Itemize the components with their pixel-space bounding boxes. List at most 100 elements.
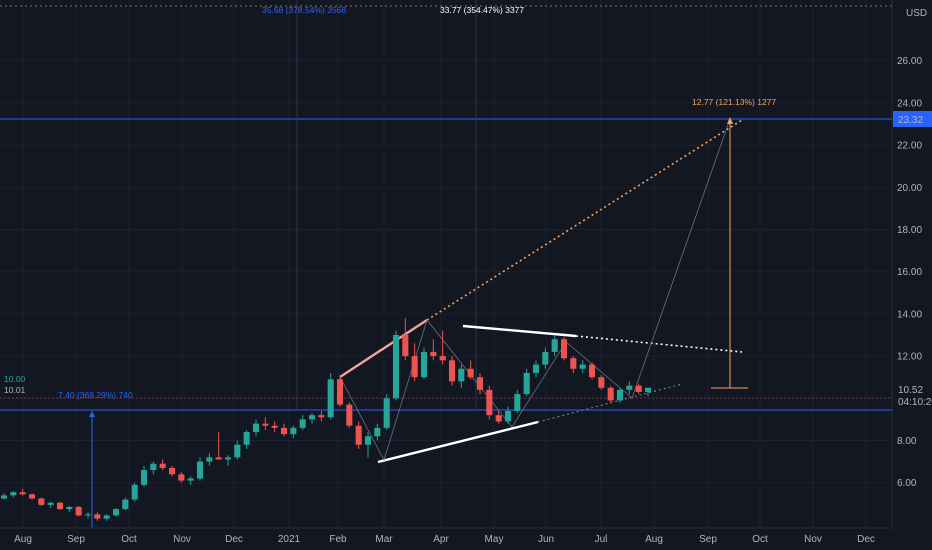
- candle-body: [308, 415, 316, 420]
- candle-body: [75, 506, 82, 516]
- upper-trendline-right[interactable]: [462, 324, 577, 338]
- candle-body: [467, 368, 474, 378]
- time-tick-label: Nov: [173, 534, 191, 545]
- price-tick-label: 22.00: [897, 141, 922, 152]
- candle-body: [336, 379, 344, 405]
- time-tick-label: Mar: [375, 534, 393, 545]
- candle-body: [215, 457, 222, 460]
- candle-body: [47, 502, 54, 505]
- time-tick-label: Feb: [329, 534, 347, 545]
- candle-body: [271, 425, 278, 428]
- candle-body: [252, 423, 260, 433]
- candle-body: [206, 457, 213, 462]
- candle-body: [570, 358, 577, 369]
- target-measure-arrow: [727, 117, 733, 124]
- candle-body: [318, 415, 325, 418]
- candle-body: [299, 419, 306, 428]
- candle-body: [346, 404, 353, 426]
- current-price-label: 10.52: [898, 385, 923, 396]
- price-tick-label: 14.00: [897, 309, 922, 320]
- candle-body: [598, 377, 605, 388]
- candle-body: [588, 364, 596, 378]
- candle-body: [94, 514, 101, 519]
- annotation-top-blue: 35.68 (378.54%) 3568: [262, 5, 346, 15]
- candle-body: [0, 495, 8, 499]
- candle-body: [19, 492, 26, 495]
- left-label-1: 10.00: [4, 374, 26, 384]
- candle-body: [523, 372, 530, 395]
- candle-body: [280, 427, 288, 435]
- candle-body: [420, 351, 428, 378]
- candle-body: [56, 502, 64, 510]
- candle-body: [290, 427, 297, 435]
- candle-body: [383, 398, 390, 428]
- pattern-drawings[interactable]: [339, 118, 743, 464]
- candle-body: [495, 415, 502, 422]
- annotation-top-white: 33.77 (354.47%) 3377: [440, 5, 524, 15]
- candle-body: [196, 461, 204, 479]
- price-tick-label: 12.00: [897, 352, 922, 363]
- candle-body: [439, 356, 446, 361]
- candle-body: [38, 498, 45, 505]
- candle-body: [243, 432, 250, 445]
- lower-trendline[interactable]: [377, 420, 539, 464]
- time-tick-label: Sep: [67, 534, 85, 545]
- candle-body: [616, 389, 624, 401]
- candle-body: [644, 387, 652, 392]
- candle-body: [551, 339, 558, 352]
- candle-body: [234, 444, 241, 458]
- candle-body: [112, 509, 120, 516]
- target-price-tag: [893, 111, 932, 127]
- time-tick-label: Apr: [433, 534, 449, 545]
- candle-body: [579, 364, 586, 369]
- candle-body: [103, 515, 110, 519]
- upper-trendline-left[interactable]: [339, 318, 428, 379]
- candle-body: [364, 436, 372, 445]
- annotation-range-measure: 7.40 (369.29%) 740: [58, 390, 133, 400]
- candles: [0, 318, 652, 521]
- target-price-label: 23.32: [898, 115, 923, 126]
- candle-body: [458, 368, 465, 382]
- candle-body: [374, 427, 381, 437]
- candle-body: [122, 499, 129, 510]
- candle-body: [262, 423, 269, 426]
- grid: [0, 0, 892, 528]
- time-tick-label: May: [485, 534, 504, 545]
- measure-drawings[interactable]: 35.68 (378.54%) 3568 33.77 (354.47%) 3377…: [4, 5, 776, 528]
- candle-body: [430, 351, 437, 357]
- left-label-2: 10.01: [4, 385, 26, 395]
- candle-body: [560, 339, 568, 359]
- candle-body: [402, 335, 409, 357]
- candle-body: [607, 387, 614, 401]
- candle-body: [131, 484, 138, 500]
- price-tick-label: 6.00: [897, 478, 917, 489]
- candle-body: [327, 379, 334, 418]
- price-tick-label: 24.00: [897, 98, 922, 109]
- candle-body: [448, 360, 456, 382]
- candle-body: [392, 335, 400, 399]
- candle-body: [504, 410, 512, 422]
- zigzag-path[interactable]: [339, 118, 731, 462]
- candle-body: [514, 394, 521, 411]
- current-price-tag: [893, 382, 932, 408]
- candle-body: [28, 494, 36, 499]
- candle-body: [542, 351, 549, 365]
- projection-line[interactable]: [426, 119, 743, 321]
- time-tick-label: Dec: [857, 534, 875, 545]
- candle-body: [486, 389, 493, 416]
- time-tick-label: Nov: [804, 534, 822, 545]
- candle-body: [178, 474, 185, 481]
- candle-body: [84, 514, 92, 516]
- time-tick-label: Dec: [225, 534, 243, 545]
- countdown-label: 04:10:20: [898, 397, 932, 408]
- time-tick-label: Oct: [752, 534, 768, 545]
- time-tick-label: 2021: [278, 534, 301, 545]
- candle-body: [150, 463, 157, 471]
- currency-label: USD: [906, 8, 927, 19]
- candle-body: [140, 470, 148, 485]
- price-tick-label: 8.00: [897, 436, 917, 447]
- price-tick-label: 18.00: [897, 225, 922, 236]
